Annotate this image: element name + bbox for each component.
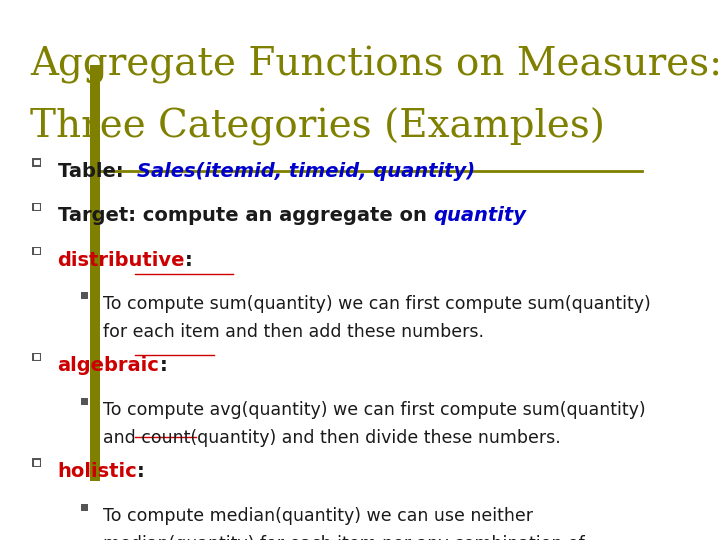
FancyBboxPatch shape [81,504,88,510]
Text: To compute sum(quantity) we can first compute sum(quantity): To compute sum(quantity) we can first co… [103,295,651,313]
Text: Sales(itemid, timeid, quantity): Sales(itemid, timeid, quantity) [137,162,475,181]
Text: :: : [185,251,193,269]
Text: quantity: quantity [433,206,526,225]
Text: Aggregate Functions on Measures:: Aggregate Functions on Measures: [30,46,720,84]
Text: Three Categories (Examples): Three Categories (Examples) [30,108,606,146]
Text: To compute median(quantity) we can use neither: To compute median(quantity) we can use n… [103,507,533,524]
Text: To compute avg(quantity) we can first compute sum(quantity): To compute avg(quantity) we can first co… [103,401,646,418]
Text: median(quantity) for each item nor any combination of: median(quantity) for each item nor any c… [103,535,585,540]
Text: :: : [138,462,145,481]
Text: algebraic: algebraic [58,356,159,375]
FancyBboxPatch shape [81,292,88,299]
Text: :: : [159,356,167,375]
Text: holistic: holistic [58,462,138,481]
Text: distributive: distributive [58,251,185,269]
Text: and count(quantity) and then divide these numbers.: and count(quantity) and then divide thes… [103,429,561,447]
Text: Target: compute an aggregate on: Target: compute an aggregate on [58,206,433,225]
Text: for each item and then add these numbers.: for each item and then add these numbers… [103,323,484,341]
FancyBboxPatch shape [81,398,88,404]
Text: Table:: Table: [58,162,137,181]
FancyBboxPatch shape [90,65,100,481]
